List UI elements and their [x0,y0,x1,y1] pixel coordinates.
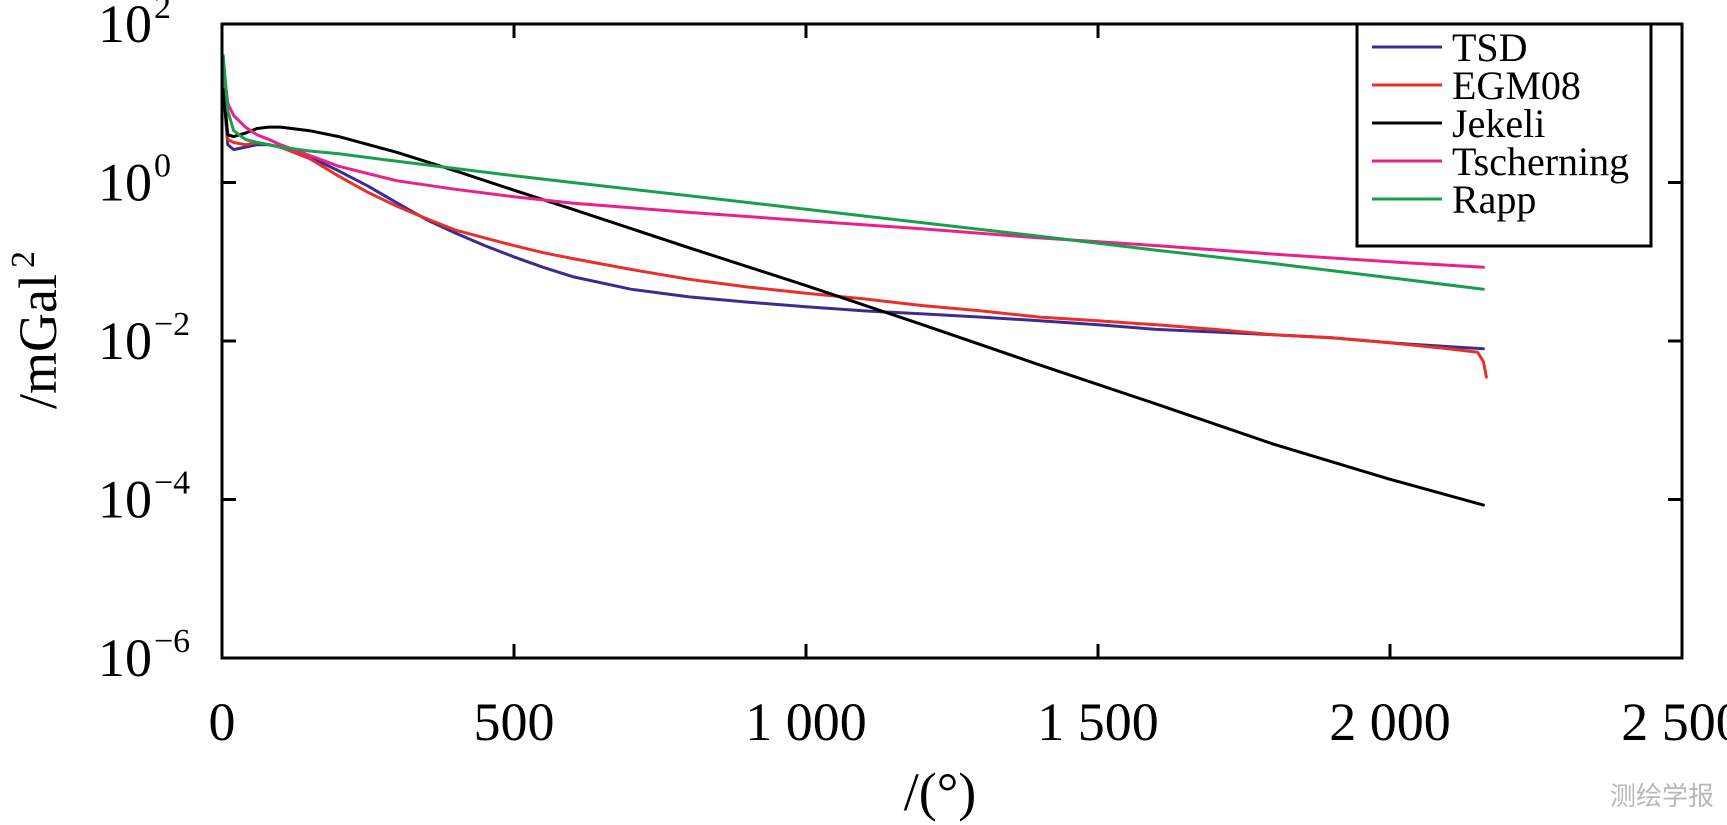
watermark: 测绘学报 [1610,782,1714,812]
y-axis-label: /mGal 2 [5,251,68,409]
series-line-tsd [221,87,1485,351]
y-axis-label-sup: 2 [5,251,42,268]
legend-label-egm08: EGM08 [1452,63,1581,108]
x-tick-label: 1 000 [745,692,867,752]
legend-label-jekeli: Jekeli [1452,101,1545,146]
y-tick-exponent: −4 [154,465,190,502]
x-axis: 0 500 1 000 1 500 2 000 2 500 [209,24,1727,752]
plot-area [221,54,1488,507]
y-tick-label: 10 [98,0,152,54]
x-tick-label: 2 500 [1621,692,1727,752]
series-line-tscherning [221,63,1485,269]
y-axis-label-text: /mGal [8,274,68,409]
legend-label-tsd: TSD [1452,25,1528,70]
series-line-egm08 [221,77,1488,379]
series-line-rapp [221,54,1485,291]
x-tick-label: 1 500 [1037,692,1159,752]
y-tick-label: 10 [98,153,152,213]
y-tick-exponent: 0 [154,148,171,185]
x-axis-label: /(°) [904,762,977,822]
y-tick-exponent: −6 [154,623,190,660]
x-tick-label: 2 000 [1329,692,1451,752]
x-tick-label: 0 [209,692,236,752]
series-line-jekeli [221,87,1485,507]
legend-label-tscherning: Tscherning [1452,139,1629,184]
y-tick-label: 10 [98,311,152,371]
y-tick-exponent: −2 [154,306,190,343]
y-tick-exponent: 2 [154,0,171,26]
y-tick-label: 10 [98,470,152,530]
legend-box [1355,22,1653,248]
y-tick-label: 10 [98,628,152,688]
legend-label-rapp: Rapp [1452,177,1536,222]
x-tick-label: 500 [474,692,555,752]
